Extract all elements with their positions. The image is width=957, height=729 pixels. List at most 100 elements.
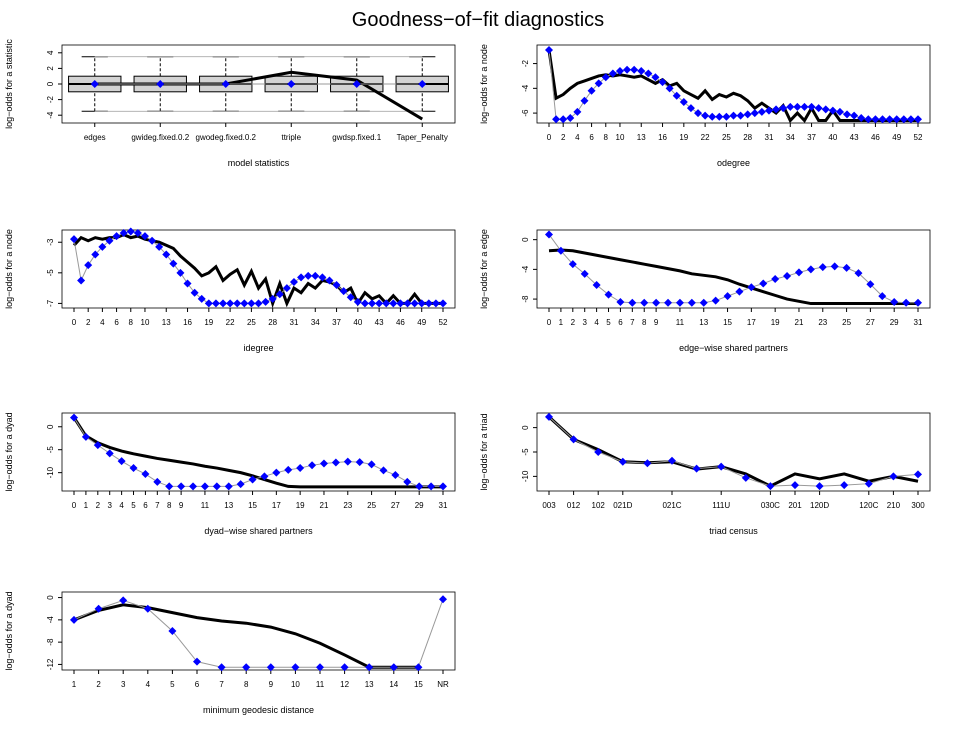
y-tick-label: -3 (46, 238, 55, 246)
mean-point (275, 290, 284, 299)
mean-point (268, 294, 277, 303)
mean-point (772, 105, 781, 114)
x-tick-label: 111U (712, 501, 730, 510)
mean-point (658, 78, 667, 87)
mean-point (117, 457, 126, 466)
y-tick-label: -7 (46, 299, 55, 307)
plot-frame (61, 591, 456, 671)
mean-line (548, 234, 918, 304)
x-tick-label: 25 (842, 318, 851, 327)
x-tick-label: 22 (226, 318, 235, 327)
x-tick-label: 8 (642, 318, 647, 327)
mean-point (266, 663, 275, 672)
mean-point (711, 296, 720, 305)
mean-point (382, 299, 391, 308)
mean-point (193, 657, 201, 666)
x-tick-label: 15 (248, 501, 257, 510)
mean-point (284, 465, 293, 474)
x-tick-label: 13 (637, 133, 646, 142)
mean-point (105, 236, 114, 245)
mean-point (637, 67, 646, 75)
x-tick-label: 9 (654, 318, 659, 327)
x-tick-label: 25 (722, 133, 731, 142)
mean-point (248, 475, 257, 484)
y-tick-label: -10 (46, 466, 55, 478)
mean-point (552, 115, 561, 124)
y-tick-label: -5 (46, 446, 55, 454)
mean-point (287, 80, 296, 88)
mean-point (343, 457, 352, 466)
mean-point (701, 111, 710, 120)
observed-line (73, 603, 419, 669)
mean-point (311, 271, 320, 280)
mean-line (548, 416, 919, 487)
mean-point (211, 299, 220, 308)
mean-point (352, 80, 361, 88)
x-tick-label: 22 (701, 133, 710, 142)
mean-point (723, 292, 732, 301)
y-tick-label: -4 (521, 265, 530, 273)
y-axis-label: log−odds for a node (4, 229, 14, 309)
mean-point (403, 477, 412, 486)
mean-point (403, 299, 412, 308)
observed-line (72, 416, 443, 489)
x-tick-label: 5 (131, 501, 136, 510)
x-tick-label: 6 (143, 501, 148, 510)
x-tick-label: 1 (559, 318, 564, 327)
mean-point (830, 262, 839, 271)
mean-point (687, 298, 696, 307)
mean-point (282, 284, 291, 293)
mean-point (318, 273, 327, 282)
y-tick-label: -2 (521, 59, 530, 67)
x-tick-label: 19 (296, 501, 305, 510)
x-tick-label: 7 (155, 501, 160, 510)
x-tick-label: 0 (72, 318, 77, 327)
x-axis-label: edge−wise shared partners (679, 343, 788, 353)
x-tick-label: 34 (311, 318, 320, 327)
mean-point (375, 299, 384, 308)
y-tick-label: -4 (521, 84, 530, 92)
mean-point (906, 115, 915, 124)
mean-point (289, 278, 298, 286)
x-tick-label: 9 (179, 501, 184, 510)
mean-point (592, 280, 601, 289)
mean-point (360, 299, 369, 308)
x-tick-label: 27 (391, 501, 400, 510)
mean-point (414, 663, 423, 672)
mean-point (297, 273, 306, 282)
mean-point (601, 73, 610, 82)
x-tick-label: 0 (72, 501, 77, 510)
mean-point (764, 106, 773, 115)
mean-point (183, 279, 192, 288)
x-tick-label: 7 (219, 680, 224, 689)
plot-frame (61, 412, 456, 492)
mean-point (717, 462, 726, 471)
y-axis-label: log−odds for a statistic (4, 39, 14, 129)
mean-point (153, 477, 162, 486)
mean-point (177, 482, 186, 491)
x-tick-label: 52 (439, 318, 448, 327)
x-tick-label: 13 (224, 501, 233, 510)
mean-point (545, 412, 553, 421)
mean-point (389, 299, 398, 308)
mean-point (126, 227, 135, 236)
x-tick-label: 120C (859, 501, 878, 510)
x-tick-label: 10 (291, 680, 300, 689)
mean-point (692, 464, 701, 473)
x-tick-label: 11 (676, 318, 685, 327)
x-tick-label: 021C (662, 501, 681, 510)
mean-point (850, 111, 859, 120)
x-tick-label: 15 (414, 680, 423, 689)
x-tick-label: ttriple (281, 133, 301, 142)
x-tick-label: 46 (871, 133, 880, 142)
mean-point (559, 115, 568, 124)
mean-point (864, 115, 873, 124)
y-tick-label: -12 (46, 658, 55, 670)
mean-point (240, 299, 249, 308)
mean-point (821, 105, 830, 114)
x-tick-label: 17 (747, 318, 756, 327)
mean-point (779, 104, 788, 113)
mean-point (786, 102, 795, 111)
mean-line (73, 599, 444, 668)
x-tick-label: 4 (119, 501, 124, 510)
